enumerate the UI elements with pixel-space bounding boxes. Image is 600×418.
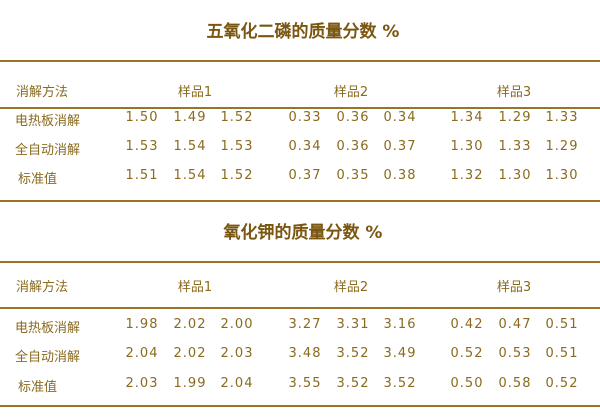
- header-sample: 样品2: [333, 85, 369, 100]
- table-cell: 0.47: [498, 317, 532, 332]
- divider: [0, 261, 600, 263]
- header-sample: 样品3: [496, 85, 532, 100]
- table-cell: 1.52: [220, 168, 254, 183]
- header-sample: 样品3: [496, 280, 532, 295]
- table-cell: 0.37: [288, 168, 322, 183]
- divider: [0, 405, 600, 407]
- table-cell: 3.52: [336, 346, 370, 361]
- table-cell: 1.50: [125, 110, 159, 125]
- table-cell: 0.35: [336, 168, 370, 183]
- table-cell: 0.53: [498, 346, 532, 361]
- table-cell: 1.98: [125, 317, 159, 332]
- section-title: 氧化钾的质量分数 %: [223, 223, 383, 243]
- table-cell: 1.29: [498, 110, 532, 125]
- table-cell: 0.58: [498, 376, 532, 391]
- table-cell: 3.55: [288, 376, 322, 391]
- table-cell: 1.54: [173, 139, 207, 154]
- table-cell: 1.32: [450, 168, 484, 183]
- table-cell: 0.33: [288, 110, 322, 125]
- row-method: 全自动消解: [15, 143, 81, 158]
- header-sample: 样品1: [177, 280, 213, 295]
- table-cell: 3.48: [288, 346, 322, 361]
- table-cell: 1.33: [498, 139, 532, 154]
- table-cell: 2.04: [220, 376, 254, 391]
- table-cell: 1.53: [125, 139, 159, 154]
- table-cell: 1.51: [125, 168, 159, 183]
- table-cell: 3.52: [383, 376, 417, 391]
- table-cell: 2.00: [220, 317, 254, 332]
- divider: [0, 107, 600, 109]
- table-cell: 3.52: [336, 376, 370, 391]
- table-cell: 1.30: [498, 168, 532, 183]
- table-cell: 0.42: [450, 317, 484, 332]
- table-cell: 1.30: [450, 139, 484, 154]
- header-method: 消解方法: [16, 280, 69, 295]
- divider: [0, 307, 600, 309]
- table-cell: 0.36: [336, 110, 370, 125]
- row-method: 标准值: [18, 172, 58, 187]
- table-cell: 1.34: [450, 110, 484, 125]
- header-sample: 样品1: [177, 85, 213, 100]
- table-cell: 0.52: [450, 346, 484, 361]
- table-cell: 0.52: [545, 376, 579, 391]
- header-sample: 样品2: [333, 280, 369, 295]
- table-cell: 1.30: [545, 168, 579, 183]
- table-cell: 1.33: [545, 110, 579, 125]
- row-method: 标准值: [18, 380, 58, 395]
- table-cell: 3.31: [336, 317, 370, 332]
- table-cell: 2.03: [125, 376, 159, 391]
- table-cell: 0.34: [288, 139, 322, 154]
- table-cell: 0.51: [545, 317, 579, 332]
- row-method: 全自动消解: [15, 350, 81, 365]
- table-cell: 0.37: [383, 139, 417, 154]
- table-cell: 0.38: [383, 168, 417, 183]
- table-cell: 0.34: [383, 110, 417, 125]
- table-cell: 2.02: [173, 317, 207, 332]
- divider: [0, 200, 600, 202]
- table-cell: 3.16: [383, 317, 417, 332]
- table-cell: 2.03: [220, 346, 254, 361]
- table-cell: 0.50: [450, 376, 484, 391]
- section-title: 五氧化二磷的质量分数 %: [206, 22, 400, 42]
- table-cell: 3.49: [383, 346, 417, 361]
- table-cell: 0.51: [545, 346, 579, 361]
- row-method: 电热板消解: [15, 321, 81, 336]
- table-cell: 1.54: [173, 168, 207, 183]
- table-cell: 2.04: [125, 346, 159, 361]
- table-cell: 2.02: [173, 346, 207, 361]
- row-method: 电热板消解: [15, 114, 81, 129]
- table-cell: 1.99: [173, 376, 207, 391]
- table-cell: 1.53: [220, 139, 254, 154]
- table-cell: 0.36: [336, 139, 370, 154]
- table-cell: 1.49: [173, 110, 207, 125]
- table-cell: 1.52: [220, 110, 254, 125]
- table-cell: 1.29: [545, 139, 579, 154]
- table-cell: 3.27: [288, 317, 322, 332]
- divider: [0, 60, 600, 62]
- header-method: 消解方法: [16, 85, 69, 100]
